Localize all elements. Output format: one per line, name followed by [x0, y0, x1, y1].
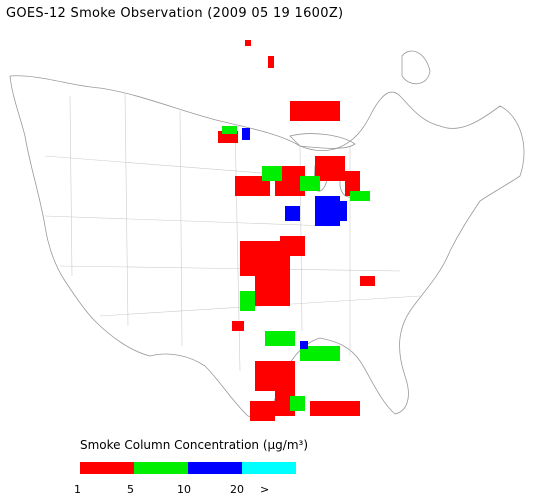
legend-tick: 10	[177, 483, 191, 496]
legend-colorbar	[80, 462, 296, 474]
legend-tick: >	[260, 483, 270, 496]
smoke-map	[9, 40, 525, 421]
state-borders	[44, 93, 421, 372]
legend-tick: 5	[127, 483, 134, 496]
legend-swatch-1-5	[80, 462, 134, 474]
legend-swatch-gt-20	[242, 462, 296, 474]
legend-tick: 20	[230, 483, 244, 496]
legend-title: Smoke Column Concentration (μg/m³)	[80, 438, 308, 452]
legend-tick: 1	[74, 483, 81, 496]
legend-swatch-5-10	[134, 462, 188, 474]
map-title: GOES-12 Smoke Observation (2009 05 19 16…	[6, 6, 344, 21]
smoke-plumes	[218, 40, 375, 421]
legend-swatch-10-20	[188, 462, 242, 474]
